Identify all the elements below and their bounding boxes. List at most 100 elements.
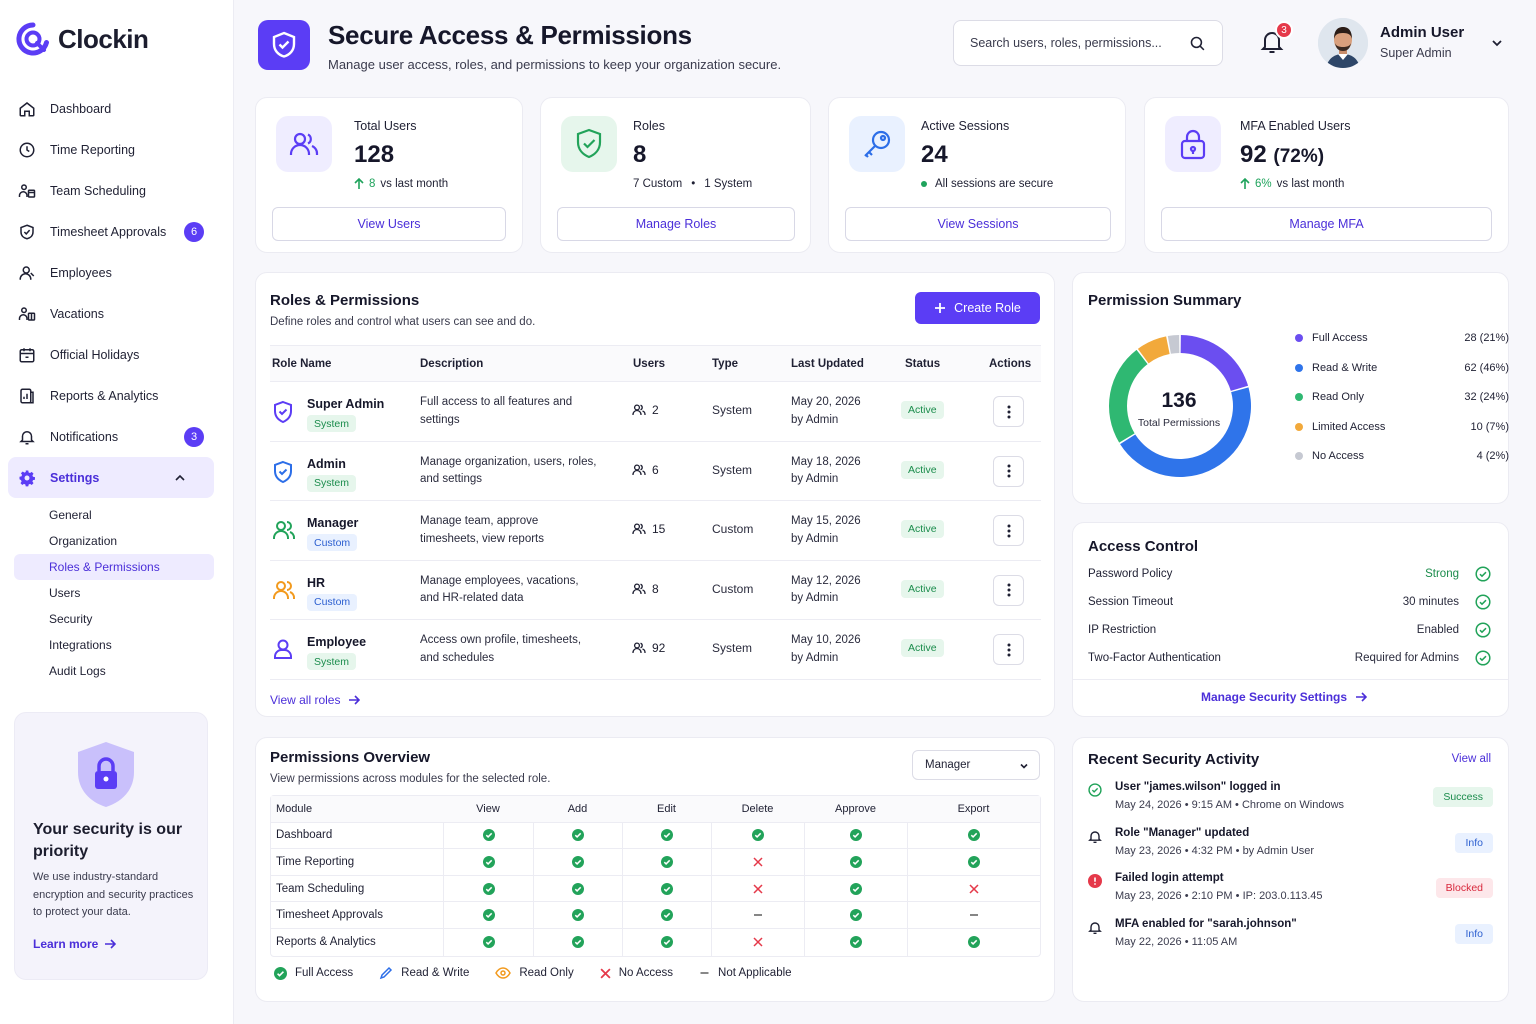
activity-item[interactable]: MFA enabled for "sarah.johnson" May 22, … [1088, 918, 1493, 964]
nav-team-scheduling[interactable]: Team Scheduling [8, 170, 214, 211]
role-description: Manage organization, users, roles, and s… [420, 455, 597, 486]
lock-icon [1180, 129, 1206, 160]
view-all-roles-link[interactable]: View all roles [270, 693, 361, 707]
role-actions-button[interactable] [993, 515, 1024, 546]
view-users-button[interactable]: View Users [272, 207, 506, 241]
mfa-icon-tile [1165, 116, 1221, 172]
legend-label: Read Only [519, 967, 574, 979]
nav-reports-analytics[interactable]: Reports & Analytics [8, 375, 214, 416]
check-circle-icon [1475, 622, 1491, 638]
stat-card-active-sessions: Active Sessions 24 All sessions are secu… [828, 97, 1126, 253]
subnav-general[interactable]: General [49, 508, 92, 522]
permission-cell [443, 902, 533, 928]
permission-cell [711, 928, 804, 956]
report-icon [20, 388, 34, 403]
role-last-updated: May 20, 2026 by Admin [791, 394, 861, 429]
full-access-icon [968, 936, 980, 949]
activity-icon [1088, 874, 1102, 888]
bell-icon [1088, 830, 1102, 843]
nav-vacations[interactable]: Vacations [8, 293, 214, 334]
subnav-users[interactable]: Users [49, 586, 81, 600]
separator-dot: • [1181, 799, 1192, 811]
role-icon [272, 579, 296, 601]
manage-mfa-button[interactable]: Manage MFA [1161, 207, 1492, 241]
manage-roles-button[interactable]: Manage Roles [557, 207, 795, 241]
search-input[interactable] [970, 36, 1170, 50]
activity-time: 9:15 AM [1191, 799, 1232, 811]
role-actions-button[interactable] [993, 455, 1024, 487]
manage-security-settings-link[interactable]: Manage Security Settings [1201, 690, 1368, 704]
chevron-down-icon[interactable] [1490, 36, 1504, 50]
x-icon [600, 967, 611, 979]
role-user-count: 92 [632, 641, 665, 655]
permission-cell [804, 902, 907, 928]
user-count: 15 [652, 522, 666, 536]
legend-read-only: Read Only [495, 967, 574, 979]
legend-item: Limited Access 10 (7%) [1293, 418, 1513, 448]
full-access-icon [752, 829, 764, 842]
role-actions-button[interactable] [993, 634, 1024, 665]
subnav-security[interactable]: Security [49, 612, 93, 626]
subnav-organization[interactable]: Organization [49, 534, 118, 548]
activity-item[interactable]: Role "Manager" updated May 23, 2026 • 4:… [1088, 827, 1493, 873]
activity-icon [1088, 829, 1102, 844]
view-sessions-button[interactable]: View Sessions [845, 207, 1111, 241]
stat-delta: 6% [1255, 178, 1272, 190]
nav-notifications[interactable]: Notifications 3 [8, 416, 214, 457]
section-title: Permissions Overview [270, 749, 431, 766]
section-title: Access Control [1088, 538, 1199, 555]
stat-value: 128 [354, 141, 395, 168]
stat-footnote: 6% vs last month [1240, 178, 1344, 190]
app-name: Clockin [58, 23, 149, 54]
search-icon[interactable] [1189, 35, 1206, 52]
nav-official-holidays[interactable]: Official Holidays [8, 334, 214, 375]
not-applicable-icon [754, 914, 762, 916]
create-role-button[interactable]: Create Role [915, 292, 1040, 324]
total-permissions-value: 136 [1161, 389, 1197, 412]
activity-item[interactable]: User "james.wilson" logged in May 24, 20… [1088, 781, 1493, 827]
activity-meta: May 24, 2026 • 9:15 AM • Chrome on Windo… [1115, 799, 1344, 811]
col-header: Delete [741, 802, 774, 815]
full-access-icon [572, 909, 584, 922]
role-select[interactable]: Manager [912, 750, 1040, 780]
module-name: Dashboard [276, 829, 333, 842]
role-type-tag: Custom [307, 534, 358, 551]
nav-time-reporting[interactable]: Time Reporting [8, 129, 214, 170]
chevron-up-icon[interactable] [174, 472, 186, 484]
subnav-integrations[interactable]: Integrations [49, 638, 112, 652]
subnav-audit-logs[interactable]: Audit Logs [49, 664, 106, 678]
legend-label: Not Applicable [718, 967, 792, 979]
avatar[interactable] [1318, 18, 1368, 68]
nav-settings[interactable]: Settings [8, 457, 214, 498]
activity-meta: May 23, 2026 • 2:10 PM • IP: 203.0.113.4… [1115, 890, 1322, 902]
learn-more-link[interactable]: Learn more [33, 937, 117, 951]
custom-roles-count: 7 Custom [633, 178, 683, 190]
check-circle-icon [274, 966, 287, 980]
shield-icon [274, 400, 292, 424]
donut-slice-no-access [1167, 335, 1180, 354]
view-all-activity-link[interactable]: View all [1451, 753, 1491, 765]
permission-cell [443, 928, 533, 956]
more-options-icon [1007, 464, 1010, 478]
stat-card-mfa-users: MFA Enabled Users 92 (72%) 6% vs last mo… [1144, 97, 1509, 253]
role-description: Manage team, approve timesheets, view re… [420, 515, 544, 545]
nav-dashboard[interactable]: Dashboard [8, 88, 214, 129]
nav-timesheet-approvals[interactable]: Timesheet Approvals 6 [8, 211, 214, 252]
table-row: HR Custom Manage employees, vacations, a… [270, 561, 1041, 620]
role-actions-button[interactable] [993, 396, 1024, 427]
col-users: Users [633, 358, 665, 370]
nav-employees[interactable]: Employees [8, 252, 214, 293]
role-actions-button[interactable] [993, 574, 1024, 606]
nav-label: Reports & Analytics [50, 388, 159, 403]
permission-cell [533, 902, 622, 928]
activity-icon [1088, 920, 1102, 935]
updated-date: May 10, 2026 [791, 634, 861, 646]
legend-value: 4 (2%) [1476, 450, 1509, 462]
app-logo[interactable]: Clockin [16, 22, 149, 56]
section-title: Roles & Permissions [270, 292, 420, 309]
activity-item[interactable]: Failed login attempt May 23, 2026 • 2:10… [1088, 872, 1493, 918]
subnav-roles-permissions[interactable]: Roles & Permissions [14, 554, 214, 580]
role-type: System [712, 462, 753, 477]
sessions-note: All sessions are secure [935, 178, 1054, 190]
status-badge: Active [901, 401, 944, 419]
